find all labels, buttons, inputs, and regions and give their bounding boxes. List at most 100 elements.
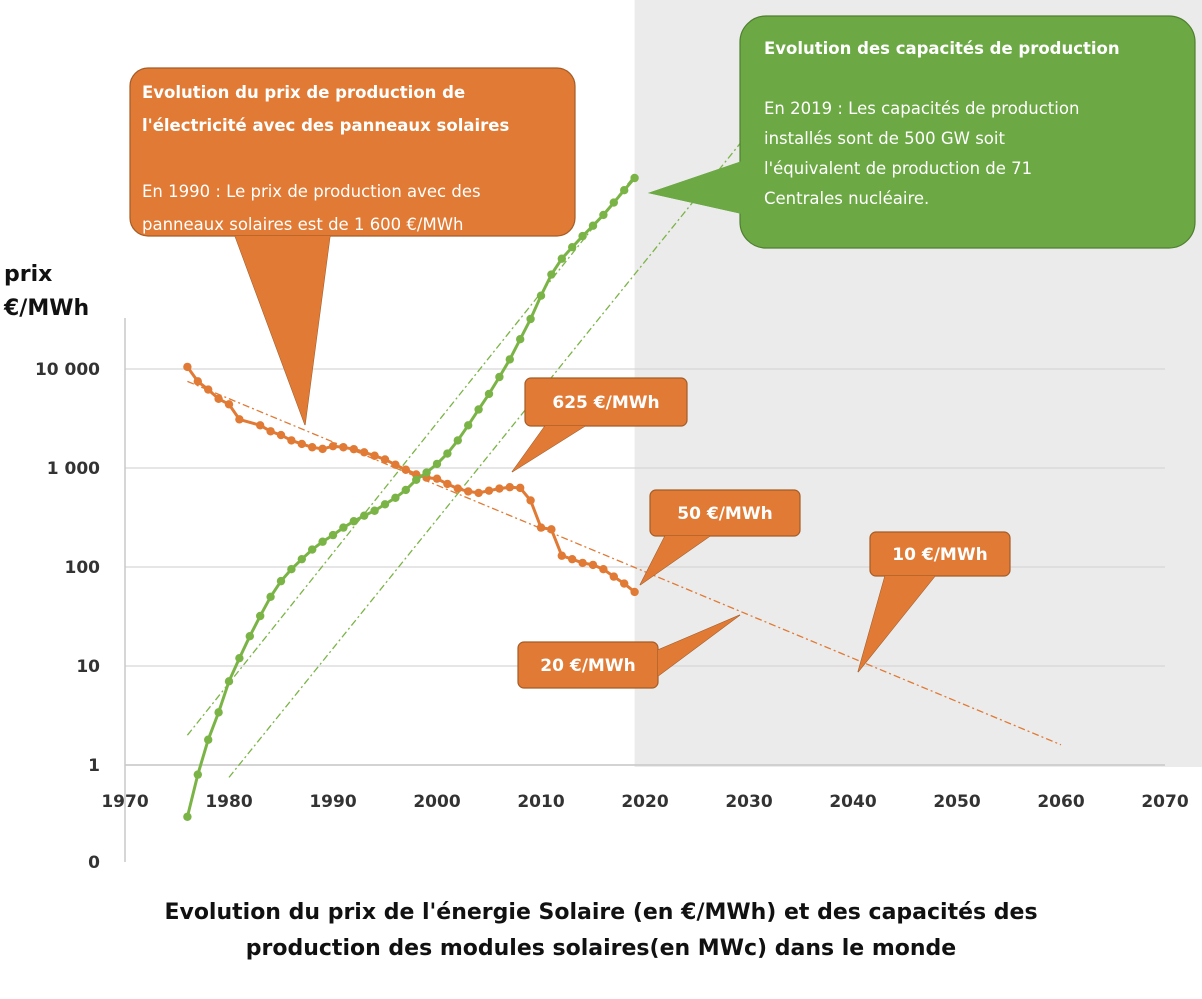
y-axis-label: prix €/MWh xyxy=(4,258,89,326)
series-0-point-2016 xyxy=(599,565,608,574)
series-0-point-1983 xyxy=(256,421,265,430)
y-tick-label-2: 100 xyxy=(65,558,101,578)
callout-50-box xyxy=(649,489,801,537)
series-0-point-2009 xyxy=(526,496,535,505)
series-0-point-2019 xyxy=(630,587,639,597)
series-1-point-1976 xyxy=(183,812,192,821)
x-tick-label-2060: 2060 xyxy=(1037,792,1084,812)
callout-20-pointer-fill xyxy=(658,615,740,676)
series-1-point-2008 xyxy=(516,334,525,344)
series-1-point-1992 xyxy=(349,517,358,526)
series-0-point-1993 xyxy=(360,448,369,457)
series-1-point-1997 xyxy=(401,485,410,495)
callout-20-label: 20 €/MWh xyxy=(540,656,635,676)
series-1-point-1991 xyxy=(339,523,348,532)
y-tick-label-4: 10 000 xyxy=(35,360,100,380)
series-1-point-2007 xyxy=(505,355,514,364)
series-0-point-2003 xyxy=(464,487,473,496)
x-tick-label-2010: 2010 xyxy=(517,792,564,812)
callout-10-pointer-fill xyxy=(858,576,935,672)
callout-10-box xyxy=(869,531,1011,577)
callout-green-2019-title: Evolution des capacités de production xyxy=(764,39,1120,58)
callout-625-label: 625 €/MWh xyxy=(552,393,659,413)
series-1-point-2018 xyxy=(620,185,629,195)
x-tick-label-2040: 2040 xyxy=(829,792,876,812)
series-0-point-1997 xyxy=(401,465,410,474)
callout-orange-1990-line-3: panneaux solaires est de 1 600 €/MWh xyxy=(142,215,464,234)
callout-10-label: 10 €/MWh xyxy=(892,545,987,565)
series-0-point-2007 xyxy=(505,482,514,492)
series-1-point-1979 xyxy=(214,708,223,717)
series-1-point-2017 xyxy=(609,198,618,207)
series-0-point-2005 xyxy=(484,486,494,495)
series-1-point-1989 xyxy=(318,537,327,546)
series-1-point-1984 xyxy=(266,592,275,602)
series-0-point-1976 xyxy=(183,362,192,372)
series-1-point-2013 xyxy=(568,242,577,252)
series-1-point-1993 xyxy=(360,511,369,520)
series-1-point-2005 xyxy=(484,389,494,399)
series-0-point-1992 xyxy=(349,444,358,454)
y-axis-label-line-2: €/MWh xyxy=(4,296,90,321)
series-0-point-1978 xyxy=(204,385,213,394)
callout-green-2019-line-1: En 2019 : Les capacités de production xyxy=(764,99,1079,118)
series-1-point-2012 xyxy=(557,254,566,263)
series-1-point-2006 xyxy=(495,372,504,382)
series-0-point-2010 xyxy=(536,523,546,532)
series-0-point-1996 xyxy=(391,460,400,469)
series-1-point-1980 xyxy=(224,677,234,686)
trendline-1 xyxy=(186,175,636,736)
tick-labels: 1 10 100 1 000 10 000 0 1970 1980 1990 2000 2010 20… xyxy=(35,360,1189,873)
series-0-point-1991 xyxy=(339,443,348,452)
series-0-point-2017 xyxy=(609,572,618,581)
series-1-point-1994 xyxy=(370,506,379,515)
trendlines xyxy=(186,41,1062,778)
series-0-point-1986 xyxy=(287,436,296,445)
series-1-point-1986 xyxy=(287,565,296,574)
series-1-point-2011 xyxy=(547,270,556,279)
callout-orange-1990-title: Evolution du prix de production de xyxy=(142,83,465,102)
series-0-point-2013 xyxy=(568,554,577,564)
series-1-point-1981 xyxy=(235,653,244,663)
callout-green-2019-pointer-fill xyxy=(648,160,760,218)
series-1-point-1983 xyxy=(256,611,265,621)
caption-line-1: Evolution du prix de l'énergie Solaire (… xyxy=(164,900,1038,925)
x-tick-label-2070: 2070 xyxy=(1141,792,1188,812)
series-0-point-2018 xyxy=(620,579,629,588)
series-0-point-2012 xyxy=(557,551,566,560)
series-1-point-2000 xyxy=(432,459,442,469)
callout-20: 20 €/MWh xyxy=(517,614,741,689)
series-1-point-2009 xyxy=(526,314,535,324)
series-0-point-1985 xyxy=(276,430,286,440)
x-tick-label-2000: 2000 xyxy=(413,792,460,812)
series-1-point-1996 xyxy=(391,493,400,503)
series-1-point-2016 xyxy=(599,210,608,220)
series-1-point-1985 xyxy=(276,576,286,586)
callout-green-2019: Evolution des capacités de production En … xyxy=(648,15,1196,249)
y-axis-label-line-1: prix xyxy=(4,262,53,287)
callout-orange-1990: Evolution du prix de production de l'élec… xyxy=(129,67,576,426)
series-0-point-1995 xyxy=(380,455,390,464)
x-tick-label-2050: 2050 xyxy=(933,792,980,812)
series-0-point-1994 xyxy=(370,451,379,460)
series-0-point-2000 xyxy=(432,474,442,483)
callout-50: 50 €/MWh xyxy=(639,489,801,586)
callout-10: 10 €/MWh xyxy=(857,531,1011,673)
chart-caption: Evolution du prix de l'énergie Solaire (… xyxy=(0,895,1202,967)
callout-green-2019-box xyxy=(739,15,1196,249)
y-tick-label-zero: 0 xyxy=(88,853,100,873)
series-1-point-1998 xyxy=(412,475,421,484)
series-1-point-2004 xyxy=(474,405,483,414)
series-layer xyxy=(183,173,639,821)
callouts-layer: Evolution du prix de production de l'élec… xyxy=(129,15,1196,689)
x-tick-label-2030: 2030 xyxy=(725,792,772,812)
callout-orange-1990-box xyxy=(129,67,576,237)
series-0-point-1990 xyxy=(328,442,338,451)
series-0-point-2015 xyxy=(588,560,598,570)
series-0-point-1989 xyxy=(318,444,327,454)
series-1-point-1982 xyxy=(245,631,254,641)
series-0-point-1980 xyxy=(224,400,234,409)
series-0-point-1987 xyxy=(297,439,306,449)
series-0-point-1988 xyxy=(308,443,317,452)
callout-green-2019-line-3: l'équivalent de production de 71 xyxy=(764,159,1032,178)
